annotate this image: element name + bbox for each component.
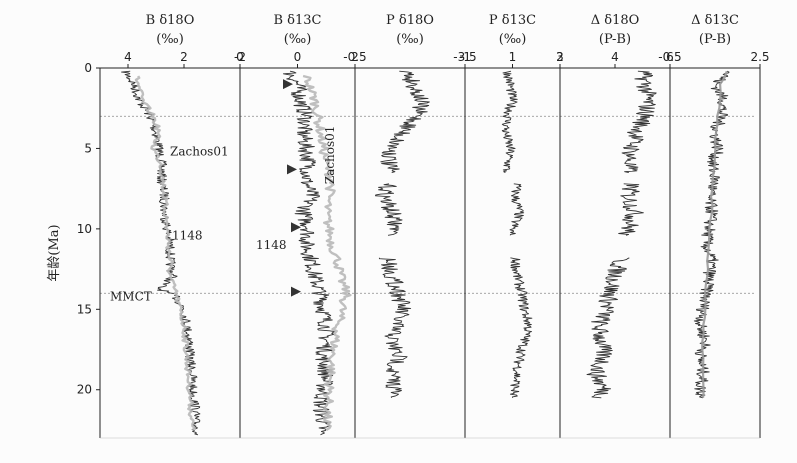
panel-unit-d18o: (P-B) [599, 32, 631, 47]
annotation-b13c-0: Zachos01 [323, 126, 337, 185]
x-tick-label-b18o-1: 2 [180, 50, 188, 64]
x-tick-label-d13c-1: 2.5 [750, 50, 769, 64]
panel-p18o: -0.5 -3.5 P δ18O (‰) [343, 13, 477, 438]
panel-d18o: 2 4 6 Δ δ18O (P-B) [556, 13, 674, 438]
panel-title-b13c: B δ13C [273, 13, 321, 28]
series-p13c-1148-seg-2 [509, 257, 533, 398]
panel-unit-d13c: (P-B) [699, 32, 731, 47]
y-tick-label-15: 15 [77, 302, 92, 316]
series-b13c-zachos01-seg-0 [302, 74, 352, 432]
panel-b18o: 4 2 0 B δ18O (‰) Zachos01 1148 MMCT [100, 13, 244, 438]
y-tick-label-10: 10 [77, 222, 92, 236]
panel-unit-b18o: (‰) [156, 32, 184, 47]
marker-triangle-3 [291, 286, 301, 297]
x-tick-label-p13c-0: -1 [459, 50, 471, 64]
series-p18o-1148-seg-2 [378, 257, 412, 399]
x-tick-label-b13c-1: 0 [294, 50, 302, 64]
annotation-b18o-0: Zachos01 [170, 145, 229, 159]
x-tick-label-p13c-1: 1 [509, 50, 517, 64]
x-tick-label-p18o-1: -3.5 [453, 50, 476, 64]
panel-title-p13c: P δ13C [489, 13, 536, 28]
y-tick-label-5: 5 [84, 141, 92, 155]
x-tick-label-b18o-2: 0 [236, 50, 244, 64]
y-tick-label-20: 20 [77, 383, 92, 397]
series-p18o-1148-seg-1 [375, 183, 403, 236]
panel-unit-b13c: (‰) [284, 32, 312, 47]
series-p13c-1148-seg-1 [509, 183, 525, 236]
panel-title-p18o: P δ18O [386, 13, 434, 28]
panel-title-d13c: Δ δ13C [691, 13, 739, 28]
series-d18o-1148-seg-2 [586, 257, 630, 399]
x-tick-label-b13c-0: -2 [234, 50, 246, 64]
y-axis-label: 年龄(Ma) [47, 224, 62, 281]
marker-triangle-2 [291, 222, 301, 233]
series-d13c-1148-seg-0 [693, 70, 730, 399]
marker-triangle-1 [287, 164, 297, 175]
x-tick-label-p18o-0: -0.5 [343, 50, 366, 64]
annotation-b18o-2: MMCT [110, 289, 152, 303]
panel-unit-p13c: (‰) [499, 32, 527, 47]
x-tick-label-d18o-0: 2 [556, 50, 564, 64]
marker-triangle-0 [283, 79, 293, 90]
x-tick-label-b13c-2: 2 [351, 50, 359, 64]
series-p18o-1148-seg-0 [380, 70, 430, 174]
panel-unit-p18o: (‰) [396, 32, 424, 47]
series-p13c-1148-seg-0 [501, 70, 518, 173]
series-d13c-smoothed-seg-0 [701, 70, 728, 398]
x-tick-label-p13c-2: 3 [556, 50, 564, 64]
panel-title-b18o: B δ18O [146, 13, 195, 28]
annotation-b13c-1: 1148 [256, 238, 287, 252]
x-tick-label-d18o-2: 6 [666, 50, 674, 64]
series-d18o-1148-seg-0 [621, 70, 657, 174]
series-d18o-1148-seg-1 [618, 183, 644, 236]
x-tick-label-b18o-0: 4 [124, 50, 132, 64]
panel-p13c: -1 1 3 P δ13C (‰) [459, 13, 564, 438]
x-tick-label-d13c-0: -0.5 [658, 50, 681, 64]
annotation-b18o-1: 1148 [172, 228, 203, 242]
panel-title-d18o: Δ δ18O [591, 13, 640, 28]
panel-d13c: -0.5 2.5 Δ δ13C (P-B) [658, 13, 770, 438]
y-tick-label-0: 0 [84, 61, 92, 75]
series-b13c-1148-seg-0 [282, 70, 335, 436]
series-b18o-zachos01-seg-0 [134, 75, 196, 431]
x-tick-label-d18o-1: 4 [611, 50, 619, 64]
